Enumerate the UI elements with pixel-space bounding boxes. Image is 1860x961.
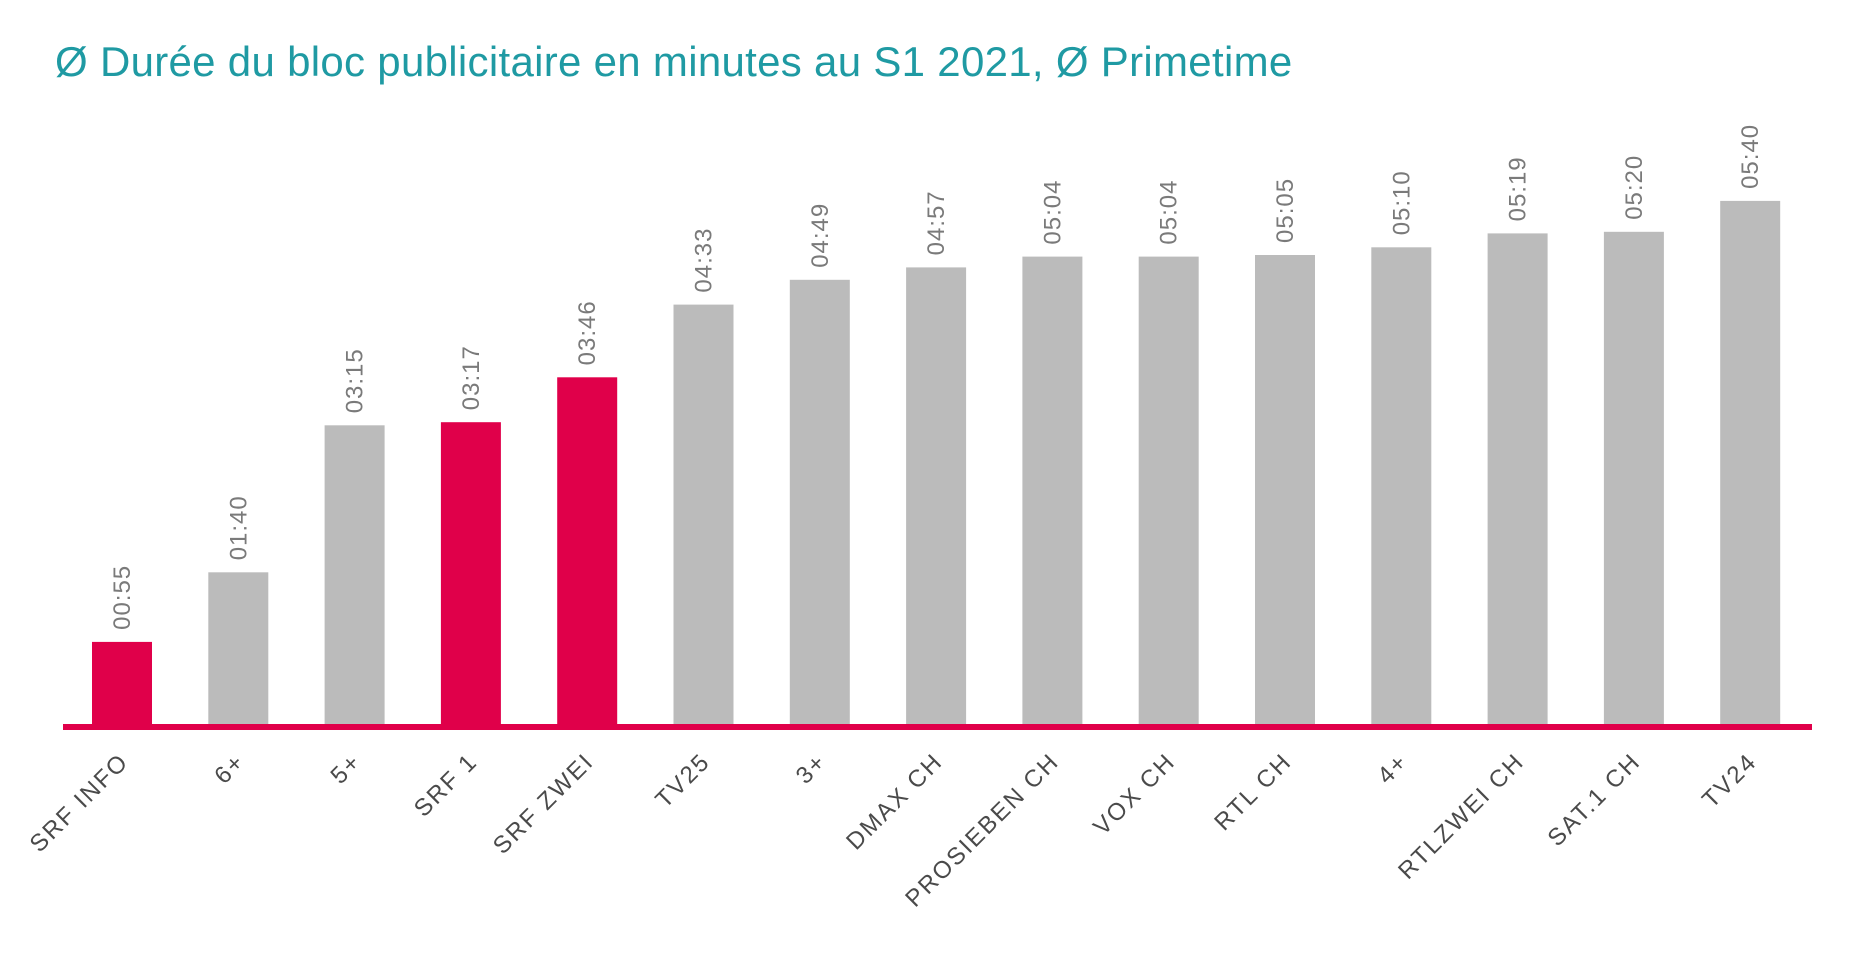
bar-srf-1	[440, 422, 501, 727]
category-label: RTL CH	[1209, 748, 1297, 836]
value-label: 05:19	[1505, 156, 1532, 221]
category-label: 5+	[326, 748, 367, 789]
value-label: 05:10	[1388, 170, 1415, 235]
category-label: 3+	[791, 748, 832, 789]
category-label: 6+	[209, 748, 250, 789]
bar-4	[1371, 247, 1432, 728]
bar-3	[789, 279, 850, 727]
bar-rtl-ch	[1255, 255, 1315, 727]
category-label: SAT.1 CH	[1542, 748, 1646, 852]
value-label: 05:40	[1737, 124, 1764, 189]
category-labels-layer: SRF INFO 6+ 5+ SRF 1 SRF ZWEI TV25 3+ DMAX CHPR…	[25, 748, 1763, 912]
bar-tv25	[673, 304, 734, 727]
value-label: 04:49	[807, 203, 834, 268]
value-label: 01:40	[225, 495, 252, 560]
value-label: 03:15	[342, 348, 369, 413]
category-label: DMAX CH	[841, 748, 948, 855]
category-label: SRF 1	[409, 748, 483, 822]
bar-dmax-ch	[906, 267, 967, 727]
bar-vox-ch	[1138, 256, 1199, 727]
value-label: 00:55	[109, 565, 136, 630]
category-label: SRF INFO	[25, 748, 135, 858]
value-label: 05:04	[1156, 180, 1183, 245]
bar-tv24	[1720, 200, 1781, 727]
value-label: 04:57	[923, 190, 950, 255]
value-label: 05:05	[1272, 178, 1299, 243]
bar-rtlzwei-ch	[1487, 233, 1548, 727]
value-labels-layer: 00:55 01:40 03:15 03:17 03:46 04:33 04:49 04:57…	[109, 124, 1764, 630]
bars-layer	[92, 200, 1781, 728]
chart-title: Ø Durée du bloc publicitaire en minutes …	[55, 38, 1293, 85]
value-label: 04:33	[691, 228, 718, 293]
category-label: SRF ZWEI	[488, 748, 599, 859]
category-label: RTLZWEI CH	[1393, 748, 1530, 885]
category-label: TV24	[1697, 748, 1762, 813]
value-label: 05:04	[1039, 180, 1066, 245]
category-label: 4+	[1372, 748, 1413, 789]
category-label: TV25	[650, 748, 715, 813]
category-label: VOX CH	[1088, 748, 1181, 841]
bar-5	[324, 425, 385, 727]
value-label: 03:46	[574, 300, 601, 365]
bar-sat-1-ch	[1603, 231, 1664, 728]
bar-prosieben-ch	[1022, 256, 1083, 727]
value-label: 05:20	[1621, 155, 1648, 220]
bar-srf-info	[92, 641, 152, 727]
bar-6	[208, 572, 269, 727]
value-label: 03:17	[458, 345, 485, 410]
bar-srf-zwei	[557, 377, 618, 727]
